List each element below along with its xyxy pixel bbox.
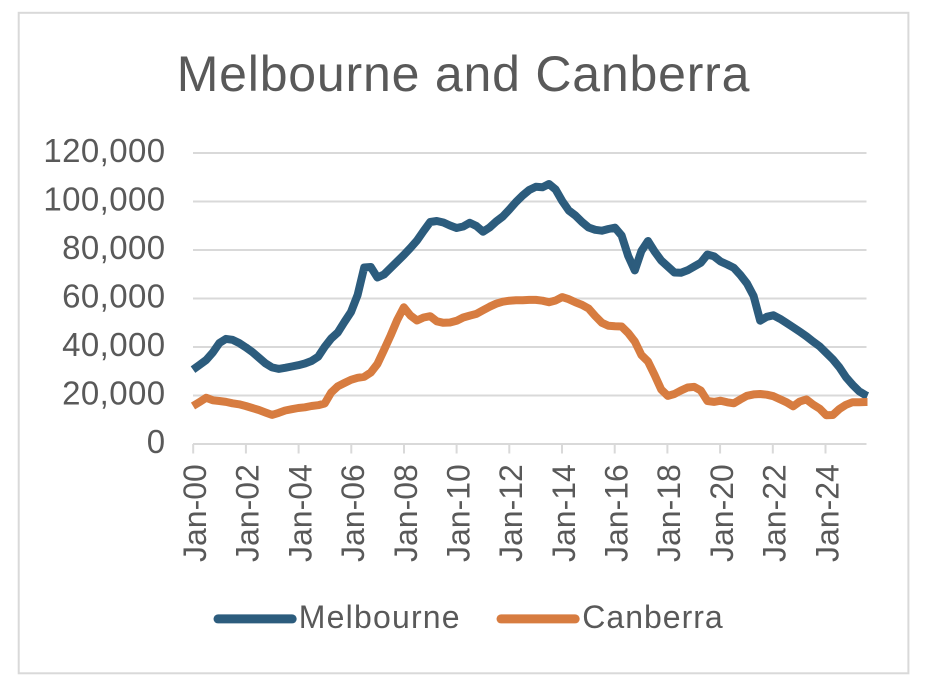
svg-text:Melbourne and Canberra: Melbourne and Canberra bbox=[177, 46, 751, 102]
svg-text:0: 0 bbox=[147, 423, 166, 460]
svg-text:Canberra: Canberra bbox=[582, 599, 723, 635]
svg-text:60,000: 60,000 bbox=[62, 278, 165, 315]
svg-text:Jan-08: Jan-08 bbox=[388, 464, 424, 562]
svg-text:20,000: 20,000 bbox=[62, 375, 165, 412]
svg-text:Jan-24: Jan-24 bbox=[809, 464, 845, 562]
svg-text:Jan-10: Jan-10 bbox=[440, 464, 476, 562]
svg-text:100,000: 100,000 bbox=[43, 181, 165, 218]
svg-text:Melbourne: Melbourne bbox=[299, 599, 461, 635]
svg-text:Jan-22: Jan-22 bbox=[757, 464, 793, 562]
svg-text:Jan-02: Jan-02 bbox=[230, 464, 266, 562]
svg-text:120,000: 120,000 bbox=[43, 132, 165, 169]
svg-text:Jan-04: Jan-04 bbox=[282, 464, 318, 562]
svg-text:80,000: 80,000 bbox=[62, 229, 165, 266]
svg-text:Jan-18: Jan-18 bbox=[651, 464, 687, 562]
svg-text:Jan-20: Jan-20 bbox=[704, 464, 740, 562]
svg-text:Jan-14: Jan-14 bbox=[546, 464, 582, 562]
svg-text:Jan-16: Jan-16 bbox=[599, 464, 635, 562]
svg-text:Jan-06: Jan-06 bbox=[335, 464, 371, 562]
svg-text:40,000: 40,000 bbox=[62, 326, 165, 363]
svg-text:Jan-12: Jan-12 bbox=[493, 464, 529, 562]
svg-text:Jan-00: Jan-00 bbox=[177, 464, 213, 562]
